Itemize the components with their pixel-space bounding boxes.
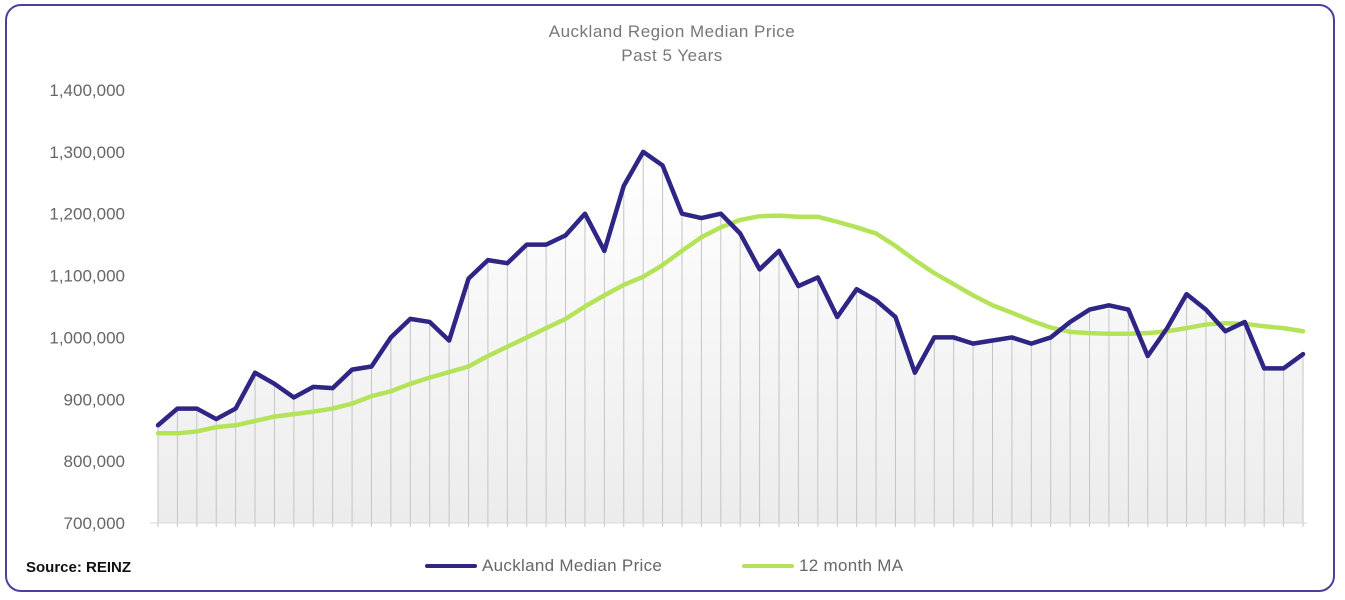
y-tick-label: 1,100,000	[49, 267, 125, 286]
y-tick-label: 1,200,000	[49, 205, 125, 224]
y-tick-label: 900,000	[64, 390, 125, 409]
y-tick-label: 1,300,000	[49, 143, 125, 162]
y-tick-label: 1,000,000	[49, 328, 125, 347]
series-line-median	[155, 149, 1306, 428]
series-lines	[155, 149, 1306, 436]
legend-label-ma: 12 month MA	[799, 556, 904, 575]
legend-label-median: Auckland Median Price	[482, 556, 662, 575]
y-tick-label: 700,000	[64, 514, 125, 533]
plot-area-fill	[158, 151, 1303, 523]
legend: Auckland Median Price 12 month MA	[425, 556, 904, 575]
chart-subtitle: Past 5 Years	[621, 46, 722, 65]
plot-background	[158, 151, 1303, 523]
y-axis: 700,000 800,000 900,000 1,000,000 1,100,000 1…	[49, 81, 125, 533]
y-tick-label: 1,400,000	[49, 81, 125, 100]
chart-title: Auckland Region Median Price	[549, 22, 795, 41]
y-tick-label: 800,000	[64, 452, 125, 471]
source-label: Source: REINZ	[26, 559, 132, 576]
